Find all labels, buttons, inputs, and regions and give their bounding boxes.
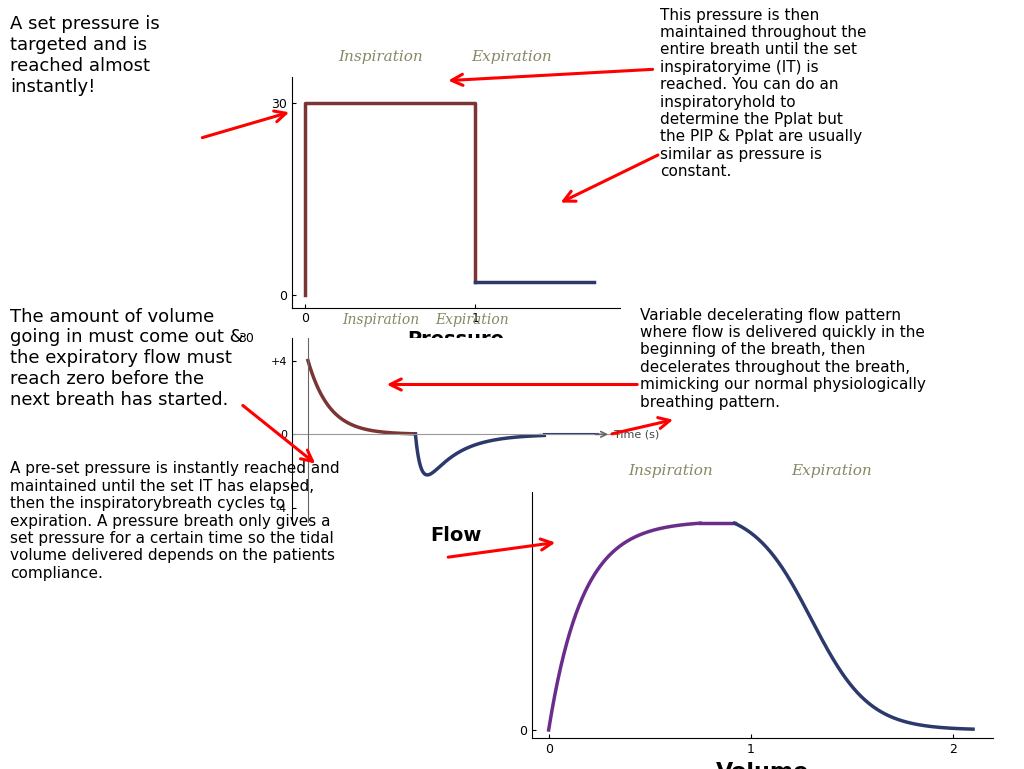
- Text: Expiration: Expiration: [435, 312, 509, 327]
- Text: A pre-set pressure is instantly reached and
maintained until the set IT has elap: A pre-set pressure is instantly reached …: [10, 461, 340, 581]
- Text: A set pressure is
targeted and is
reached almost
instantly!: A set pressure is targeted and is reache…: [10, 15, 160, 96]
- Text: Expiration: Expiration: [471, 50, 552, 64]
- Text: Inspiration: Inspiration: [342, 312, 419, 327]
- Text: This pressure is then
maintained throughout the
entire breath until the set
insp: This pressure is then maintained through…: [660, 8, 867, 179]
- Text: Variable decelerating flow pattern
where flow is delivered quickly in the
beginn: Variable decelerating flow pattern where…: [640, 308, 926, 410]
- Text: The amount of volume
going in must come out &
the expiratory flow must
reach zer: The amount of volume going in must come …: [10, 308, 244, 409]
- Text: Expiration: Expiration: [792, 464, 872, 478]
- X-axis label: Flow: Flow: [430, 526, 481, 544]
- Text: Inspiration: Inspiration: [338, 50, 423, 64]
- X-axis label: Pressure: Pressure: [408, 330, 504, 348]
- Text: 30: 30: [238, 332, 254, 345]
- Text: Time (s): Time (s): [614, 429, 659, 439]
- Text: Inspiration: Inspiration: [629, 464, 713, 478]
- X-axis label: Volume: Volume: [716, 761, 810, 769]
